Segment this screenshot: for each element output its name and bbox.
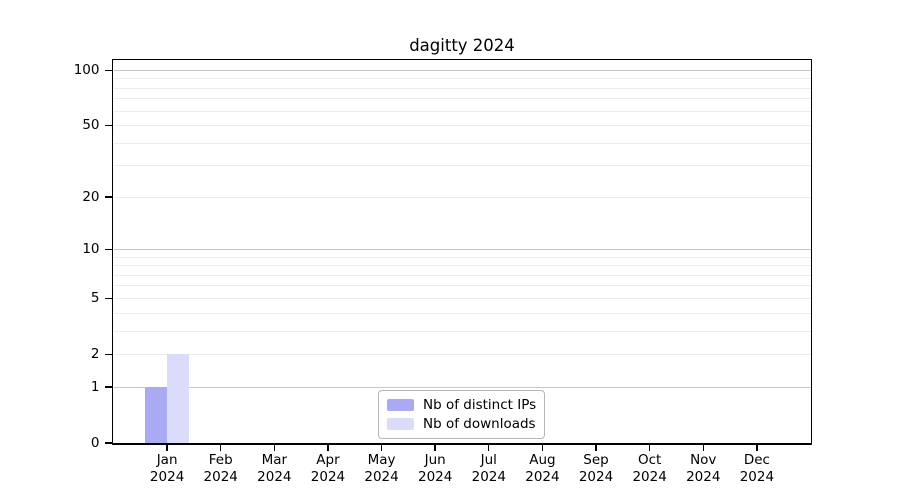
x-tick-sep	[595, 445, 597, 451]
x-tick-mar	[273, 445, 276, 451]
legend-item-distinct-ips: Nb of distinct IPs	[387, 396, 537, 413]
x-tick-label-mar: Mar 2024	[257, 452, 292, 485]
chart-title: dagitty 2024	[409, 36, 515, 55]
x-tick-label-feb: Feb 2024	[203, 452, 238, 485]
y-tick-label-0: 0	[90, 435, 100, 451]
y-tick-label-100: 100	[73, 62, 100, 79]
legend-label-distinct-ips: Nb of distinct IPs	[423, 396, 537, 413]
legend-swatch-downloads-icon	[387, 418, 414, 430]
x-tick-label-sep: Sep 2024	[578, 452, 614, 485]
gridline-minor-90	[113, 78, 811, 80]
y-tick-5	[105, 297, 112, 299]
y-tick-100	[105, 69, 112, 71]
gridline-minor-50	[113, 124, 811, 126]
y-tick-label-20: 20	[82, 189, 100, 206]
legend-label-downloads: Nb of downloads	[423, 415, 536, 432]
gridline-major-10	[113, 248, 811, 250]
y-tick-label-10: 10	[82, 241, 100, 258]
x-tick-aug	[541, 445, 544, 451]
gridline-minor-40	[113, 142, 811, 144]
x-tick-dec	[756, 445, 758, 451]
gridline-minor-5	[113, 297, 811, 299]
gridline-major-100	[113, 69, 811, 71]
bar-nb-of-downloads-jan	[167, 354, 190, 443]
x-tick-jan	[166, 445, 168, 451]
gridline-minor-7	[113, 274, 811, 276]
y-tick-20	[105, 196, 112, 198]
y-tick-label-2: 2	[90, 346, 100, 363]
x-tick-label-oct: Oct 2024	[632, 452, 667, 485]
bar-nb-of-distinct-ips-jan	[145, 387, 168, 443]
x-tick-label-aug: Aug 2024	[525, 452, 560, 485]
gridline-minor-3	[113, 330, 811, 332]
y-tick-50	[105, 124, 112, 127]
gridline-minor-80	[113, 87, 811, 89]
legend-item-downloads: Nb of downloads	[387, 415, 536, 432]
gridline-minor-70	[113, 98, 811, 100]
gridline-minor-4	[113, 312, 811, 314]
y-tick-label-1: 1	[90, 379, 100, 396]
gridline-minor-30	[113, 165, 811, 167]
x-tick-label-jul: Jul 2024	[471, 452, 506, 485]
y-tick-label-50: 50	[82, 117, 100, 134]
x-tick-jul	[488, 445, 490, 451]
gridline-minor-9	[113, 256, 811, 258]
y-tick-label-5: 5	[90, 290, 100, 307]
legend-swatch-distinct-ips-icon	[387, 399, 414, 411]
gridline-minor-2	[113, 353, 811, 355]
y-tick-2	[105, 353, 112, 355]
y-tick-10	[105, 248, 112, 251]
x-tick-label-nov: Nov 2024	[686, 452, 721, 485]
x-tick-label-jan: Jan 2024	[149, 452, 185, 485]
gridline-minor-60	[113, 110, 811, 112]
gridline-minor-20	[113, 196, 811, 198]
x-tick-label-jun: Jun 2024	[418, 452, 453, 485]
legend: Nb of distinct IPs Nb of downloads	[378, 390, 545, 439]
gridline-major-1	[113, 386, 811, 388]
x-tick-apr	[327, 445, 329, 451]
y-tick-0	[105, 442, 112, 444]
x-tick-may	[380, 445, 383, 451]
x-tick-label-dec: Dec 2024	[739, 452, 775, 485]
x-tick-feb	[220, 445, 222, 451]
x-tick-oct	[648, 445, 651, 451]
gridline-minor-6	[113, 285, 811, 287]
gridline-minor-8	[113, 265, 811, 267]
x-tick-jun	[434, 445, 436, 451]
x-tick-nov	[702, 445, 704, 451]
x-tick-label-apr: Apr 2024	[310, 452, 346, 485]
y-tick-1	[105, 386, 112, 388]
x-tick-label-may: May 2024	[364, 452, 399, 485]
